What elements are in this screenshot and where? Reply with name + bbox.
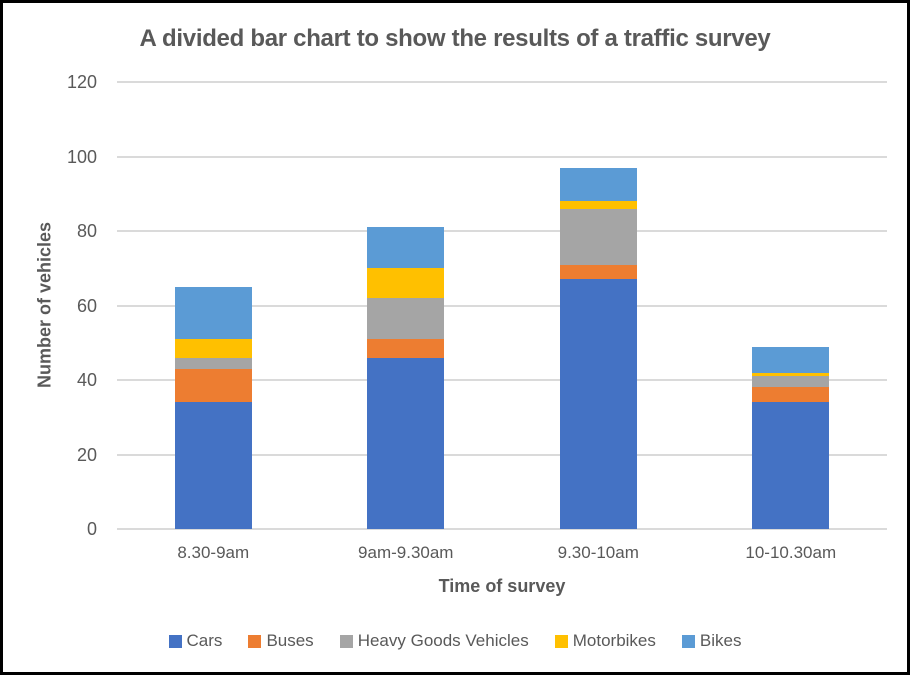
- y-tick-label: 40: [76, 370, 97, 390]
- bar-9am-9.30am: [367, 227, 445, 529]
- x-axis-title: Time of survey: [438, 576, 566, 596]
- y-tick-label: 100: [66, 146, 97, 167]
- legend-swatch: [554, 634, 568, 648]
- legend-swatch: [681, 634, 695, 648]
- bar-segment-heavy-goods-vehicles: [174, 357, 252, 369]
- y-tick-label: 20: [76, 444, 97, 465]
- gridline-60: [117, 304, 887, 307]
- gridline-20: [117, 453, 887, 456]
- bar-segment-cars: [559, 279, 637, 529]
- legend-label: Bikes: [699, 631, 742, 650]
- chart-title: A divided bar chart to show the results …: [139, 25, 771, 52]
- bar-9.30-10am: [559, 167, 637, 529]
- bar-segment-buses: [367, 339, 445, 358]
- bar-segment-motorbikes: [752, 372, 830, 377]
- legend-swatch: [248, 634, 262, 648]
- bar-segment-motorbikes: [367, 268, 445, 299]
- bar-segment-cars: [174, 402, 252, 529]
- gridline-80: [117, 230, 887, 232]
- gridline-0: [117, 528, 887, 530]
- bar-segment-heavy-goods-vehicles: [367, 298, 445, 340]
- legend-item-motorbikes: Motorbikes: [554, 631, 656, 651]
- legend-label: Cars: [186, 631, 223, 650]
- gridline-100: [117, 155, 887, 158]
- bar-segment-bikes: [367, 227, 445, 269]
- x-tick-label: 8.30-9am: [177, 543, 250, 562]
- y-tick-label: 60: [76, 295, 97, 316]
- legend-item-cars: Cars: [168, 631, 223, 651]
- bar-segment-bikes: [752, 346, 830, 373]
- bar-segment-cars: [752, 402, 830, 529]
- bar-10-10.30am: [752, 346, 830, 529]
- x-tick-label: 9am-9.30am: [358, 543, 454, 562]
- legend: Cars Buses Heavy Goods Vehicles Motorbikes B…: [3, 631, 907, 651]
- bar-segment-buses: [559, 264, 637, 280]
- legend-label: Buses: [266, 631, 314, 650]
- y-tick-label: 80: [76, 221, 97, 241]
- bar-segment-heavy-goods-vehicles: [559, 208, 637, 265]
- bar-segment-motorbikes: [559, 201, 637, 209]
- gridline-40: [117, 379, 887, 381]
- y-tick-label: 120: [66, 72, 97, 92]
- legend-swatch: [339, 634, 353, 648]
- gridline-120: [117, 81, 887, 83]
- bar-segment-bikes: [559, 167, 637, 202]
- bar-segment-buses: [174, 368, 252, 403]
- legend-item-bikes: Bikes: [681, 631, 742, 651]
- legend-item-buses: Buses: [248, 631, 314, 651]
- bar-segment-buses: [752, 387, 830, 403]
- legend-item-heavy-goods-vehicles: Heavy Goods Vehicles: [339, 631, 529, 651]
- plot-area: [117, 81, 887, 530]
- legend-label: Heavy Goods Vehicles: [357, 631, 529, 650]
- legend-swatch: [168, 634, 182, 648]
- bar-8.30-9am: [174, 286, 252, 529]
- x-tick-label: 9.30-10am: [557, 543, 639, 562]
- bar-segment-heavy-goods-vehicles: [752, 376, 830, 388]
- bar-segment-bikes: [174, 286, 252, 340]
- bar-segment-motorbikes: [174, 339, 252, 358]
- legend-label: Motorbikes: [572, 631, 656, 650]
- bar-segment-cars: [367, 357, 445, 529]
- x-tick-label: 10-10.30am: [745, 543, 837, 562]
- y-tick-label: 0: [86, 519, 97, 539]
